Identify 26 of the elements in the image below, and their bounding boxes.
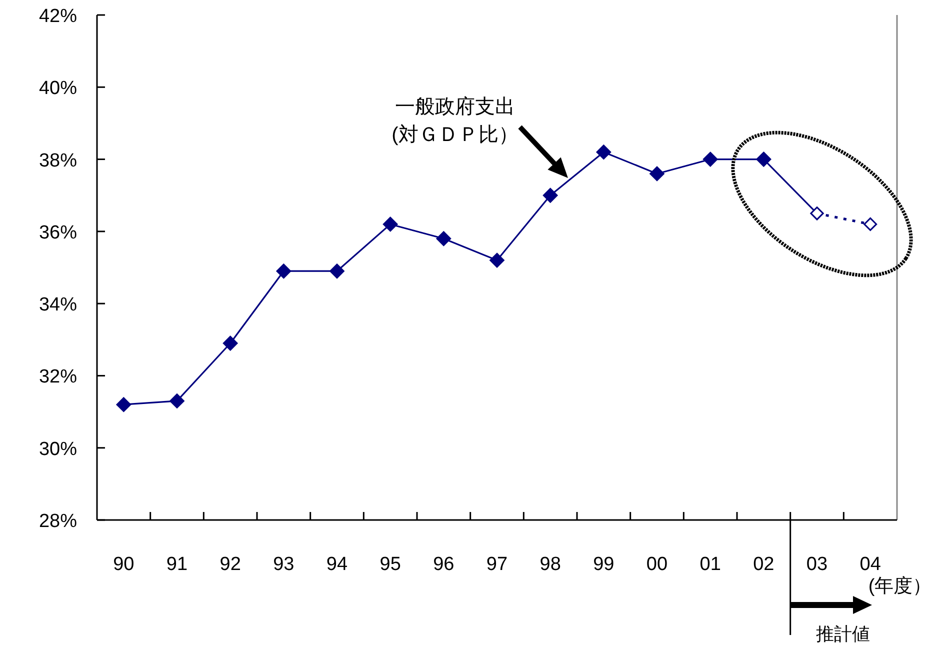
x-tick-label: 91 bbox=[166, 554, 188, 575]
x-tick-label: 02 bbox=[753, 554, 774, 575]
x-tick-label: 96 bbox=[433, 554, 454, 575]
x-tick-label: 00 bbox=[646, 554, 668, 575]
y-tick-label: 34% bbox=[38, 294, 78, 316]
x-tick-label: 92 bbox=[220, 554, 241, 575]
x-tick-label: 95 bbox=[380, 554, 401, 575]
x-axis-title: (年度） bbox=[868, 575, 932, 597]
x-tick-label: 97 bbox=[486, 554, 508, 575]
x-tick-label: 94 bbox=[326, 554, 348, 575]
x-tick-label: 03 bbox=[806, 554, 828, 575]
x-tick-label: 99 bbox=[593, 554, 614, 575]
annotation: 一般政府支出 (対ＧＤＰ比） bbox=[392, 96, 518, 146]
y-tick-label: 40% bbox=[38, 78, 78, 100]
y-tick-label: 32% bbox=[38, 366, 78, 388]
y-tick-label: 42% bbox=[38, 6, 78, 27]
y-tick-label: 28% bbox=[38, 511, 78, 532]
y-tick-label: 38% bbox=[38, 150, 78, 172]
x-tick-label: 01 bbox=[700, 554, 721, 575]
y-tick-label: 30% bbox=[38, 438, 78, 460]
y-tick-label: 36% bbox=[38, 222, 78, 244]
x-tick-label: 93 bbox=[273, 554, 294, 575]
x-tick-label: 98 bbox=[540, 554, 561, 575]
x-tick-label: 04 bbox=[860, 554, 882, 575]
x-tick-label: 90 bbox=[113, 554, 134, 575]
text: 推計値 bbox=[816, 624, 870, 644]
